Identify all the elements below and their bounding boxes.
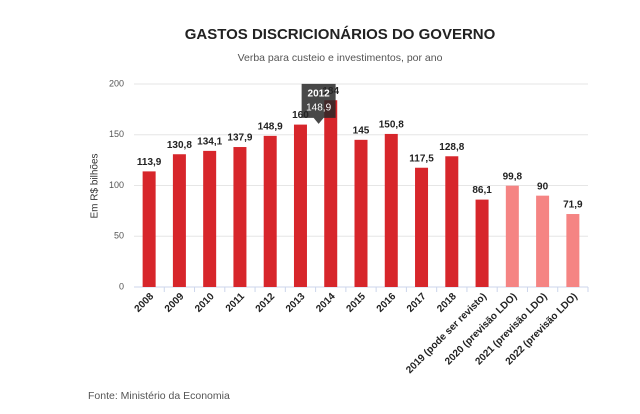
value-label: 134,1 [197, 137, 222, 148]
value-label: 145 [353, 125, 370, 136]
y-tick-label: 0 [119, 281, 124, 291]
tooltip-value: 148,9 [306, 103, 331, 114]
chart-title: GASTOS DISCRICIONÁRIOS DO GOVERNO [185, 26, 496, 43]
value-label: 71,9 [563, 200, 583, 211]
bar [263, 135, 277, 287]
bar [384, 133, 398, 287]
value-label: 90 [537, 181, 549, 192]
x-tick-label: 2017 [405, 291, 429, 315]
x-tick-label: 2016 [375, 291, 399, 315]
bar [142, 171, 156, 287]
x-tick-label: 2018 [435, 291, 459, 315]
bar [233, 147, 247, 287]
y-tick-label: 150 [109, 129, 124, 139]
bar [172, 154, 186, 287]
value-label: 99,8 [503, 171, 523, 182]
bar [475, 199, 489, 287]
value-label: 148,9 [258, 122, 283, 133]
tooltip: 2012 148,9 [301, 83, 336, 124]
bar [505, 185, 519, 287]
x-tick-label: 2011 [224, 291, 247, 314]
value-label: 86,1 [472, 185, 492, 196]
tooltip-box [301, 83, 336, 124]
bar [445, 156, 459, 287]
value-label: 160 [292, 110, 309, 121]
value-label: 117,5 [409, 153, 434, 164]
bar [324, 100, 338, 288]
x-tick-label: 2013 [284, 291, 308, 315]
x-tick-label: 2009 [163, 291, 187, 315]
value-label: 113,9 [137, 157, 162, 168]
x-tick-label: 2008 [133, 291, 157, 315]
bar [293, 124, 307, 287]
bar [536, 195, 550, 287]
x-tick-label: 2014 [314, 291, 338, 315]
bar [566, 214, 580, 287]
x-tick-label: 2012 [254, 291, 278, 315]
y-axis-label: Em R$ bilhões [90, 153, 101, 218]
value-label: 137,9 [227, 133, 252, 144]
value-label: 150,8 [379, 120, 404, 131]
bar [354, 139, 368, 287]
value-label: 130,8 [167, 140, 192, 151]
value-label: 128,8 [439, 142, 464, 153]
y-tick-label: 100 [109, 180, 124, 190]
x-tick-label: 2010 [193, 291, 217, 315]
bar [203, 150, 217, 287]
chart-subtitle: Verba para custeio e investimentos, por … [238, 52, 443, 64]
y-tick-label: 200 [109, 78, 124, 88]
source: Fonte: Ministério da Economia [88, 390, 230, 402]
x-tick-label: 2015 [344, 291, 368, 315]
tooltip-title: 2012 [308, 89, 331, 100]
y-tick-label: 50 [114, 231, 124, 241]
bar [415, 167, 429, 287]
